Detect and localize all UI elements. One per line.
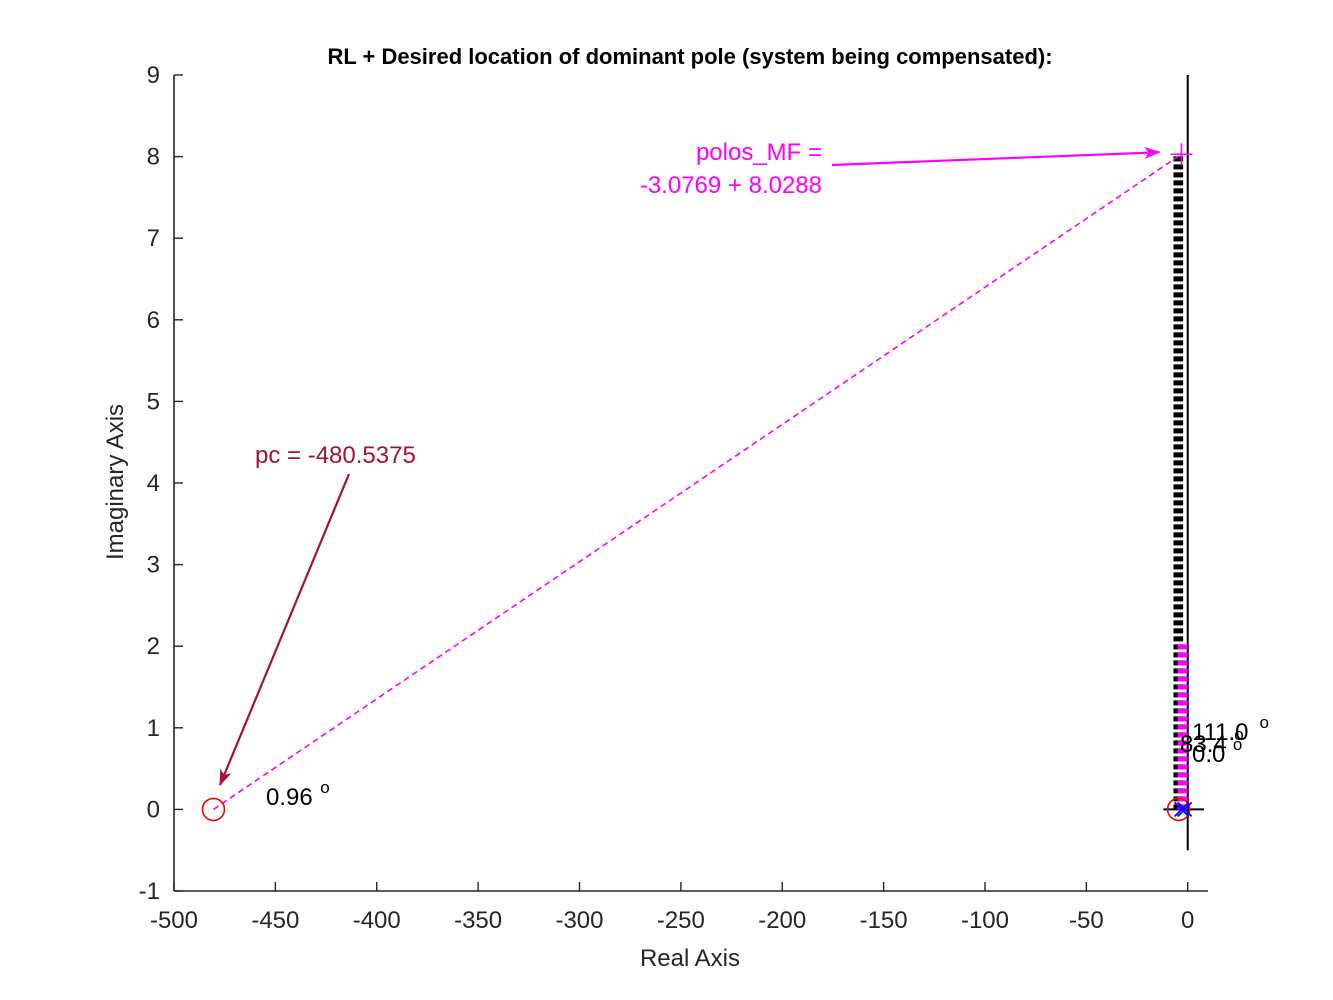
pc-to-desired-line xyxy=(213,153,1182,811)
y-tick-label: 6 xyxy=(147,307,160,334)
angle-label-b-degree: o xyxy=(1234,725,1243,744)
pc-arrow xyxy=(218,473,351,786)
desired-pole-arrow xyxy=(831,146,1161,167)
plot-area: -500 -450 -400 -350 -300 -250 -200 -150 -100 -50 0… xyxy=(139,62,1269,934)
y-tick-label: 5 xyxy=(147,388,160,415)
y-tick-label: 1 xyxy=(147,715,160,742)
desired-pole-label-line2: -3.0769 + 8.0288 xyxy=(640,172,822,199)
y-tick-label: 0 xyxy=(147,796,160,823)
y-tick-label: 8 xyxy=(147,144,160,171)
x-tick-label: -150 xyxy=(860,907,908,934)
x-tick-label: -50 xyxy=(1069,907,1104,934)
y-tick-label: 9 xyxy=(147,62,160,89)
x-tick-label: -250 xyxy=(657,907,705,934)
x-tick-label: -400 xyxy=(353,907,401,934)
y-tick-label: 3 xyxy=(147,552,160,579)
zero-marker xyxy=(1166,797,1191,822)
angle-label-c: 0.0 xyxy=(1192,741,1225,768)
chart-title: RL + Desired location of dominant pole (… xyxy=(327,44,1052,69)
angle-label-pc-degree: o xyxy=(320,778,329,797)
angle-label-pc: 0.96 xyxy=(266,784,313,811)
angle-label-b: 83.4 xyxy=(1180,731,1227,758)
x-tick-label: -500 xyxy=(150,907,198,934)
angle-label-a: 111.0 xyxy=(1192,719,1249,746)
x-tick-label: -200 xyxy=(758,907,806,934)
pole-marker xyxy=(1174,801,1190,818)
x-tick-label: -350 xyxy=(454,907,502,934)
x-tick-label: -300 xyxy=(555,907,603,934)
y-tick-label: -1 xyxy=(139,878,160,905)
y-axis-label: Imaginary Axis xyxy=(102,404,129,560)
x-tick-label: 0 xyxy=(1181,907,1194,934)
desired-pole-label-line1: polos_MF = xyxy=(696,139,822,166)
x-axis-label: Real Axis xyxy=(640,945,740,972)
angle-label-a-degree: o xyxy=(1260,713,1269,732)
y-tick-label: 4 xyxy=(147,470,160,497)
x-tick-label: -450 xyxy=(251,907,299,934)
pc-label: pc = -480.5375 xyxy=(255,442,416,469)
pole-marker xyxy=(1177,801,1193,818)
angle-label-c-degree: o xyxy=(1233,735,1242,754)
zero-marker xyxy=(201,797,226,822)
x-tick-label: -100 xyxy=(961,907,1009,934)
y-tick-label: 7 xyxy=(147,225,160,252)
y-tick-label: 2 xyxy=(147,633,160,660)
